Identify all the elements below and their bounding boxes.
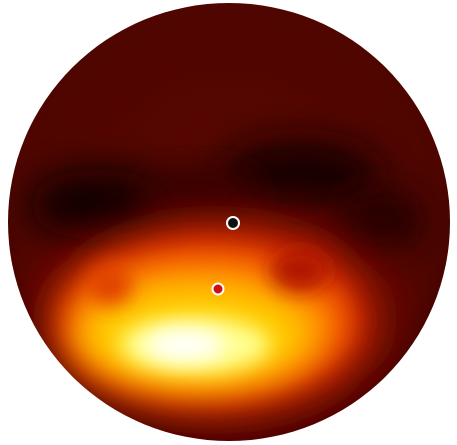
marker-red	[211, 282, 225, 296]
marker-dark	[226, 216, 240, 230]
